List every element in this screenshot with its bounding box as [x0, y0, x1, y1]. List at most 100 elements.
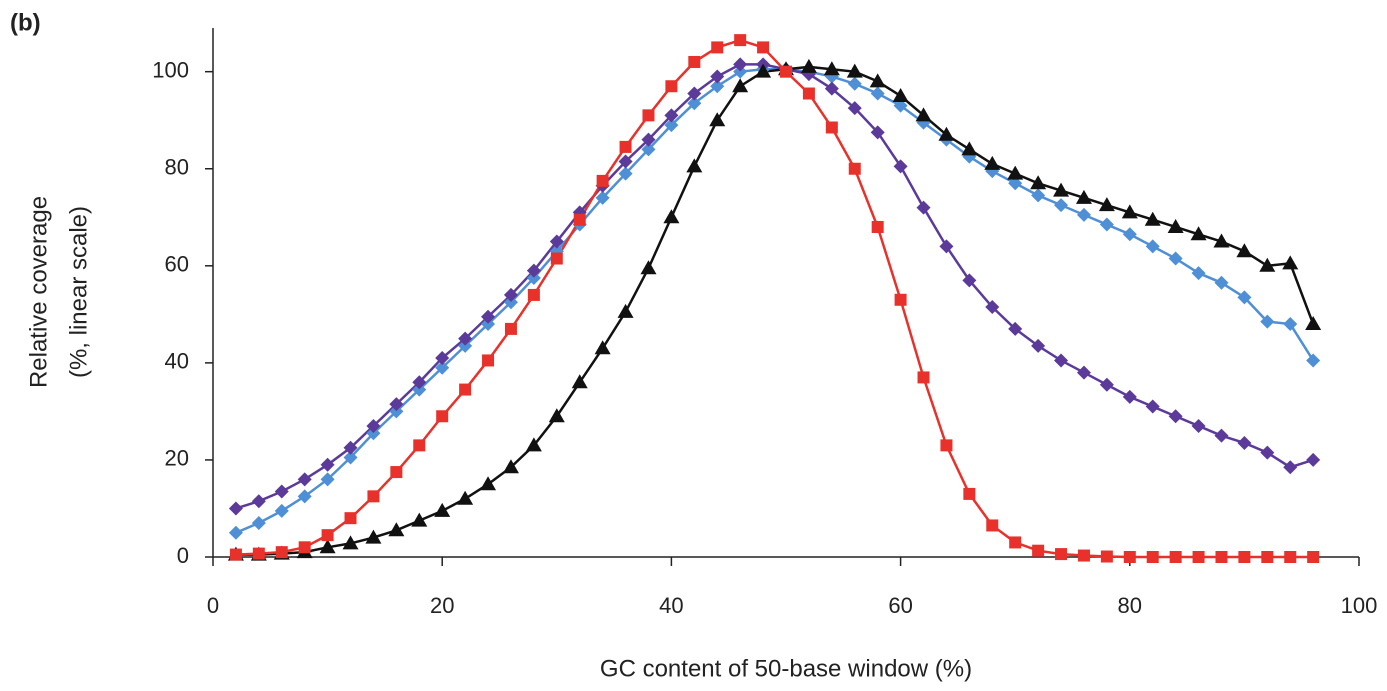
point: [871, 220, 884, 233]
point: [436, 410, 449, 423]
point: [640, 260, 657, 275]
series-line: [235, 65, 1315, 556]
point: [1145, 399, 1160, 414]
point: [1030, 175, 1047, 190]
series-line: [235, 38, 1314, 559]
point: [870, 86, 885, 101]
point: [1076, 207, 1091, 222]
point: [342, 535, 359, 550]
y-tick-label: 0: [177, 543, 189, 568]
point: [297, 472, 312, 487]
point: [984, 155, 1001, 170]
point: [571, 374, 588, 389]
x-tick-label: 20: [430, 593, 454, 618]
point: [1054, 353, 1069, 368]
point: [710, 79, 725, 94]
point: [503, 295, 518, 310]
point: [687, 86, 702, 101]
y-axis-label: (%, linear scale): [65, 206, 92, 378]
point: [1237, 435, 1252, 450]
point: [664, 108, 679, 123]
point: [710, 69, 725, 84]
point: [1168, 251, 1183, 266]
y-tick-label: 40: [165, 349, 189, 374]
point: [321, 529, 334, 542]
y-tick-label: 60: [165, 252, 189, 277]
point: [365, 529, 382, 544]
point: [1169, 551, 1182, 563]
point: [1009, 536, 1022, 549]
series-line: [235, 63, 1314, 510]
x-tick-label: 60: [888, 593, 912, 618]
point: [1100, 550, 1113, 563]
point: [320, 472, 335, 487]
point: [1191, 266, 1206, 281]
point: [1283, 460, 1298, 475]
point: [434, 502, 451, 517]
point: [893, 98, 908, 113]
point: [1306, 452, 1321, 467]
point: [642, 109, 655, 122]
point: [869, 73, 886, 88]
point: [1008, 176, 1023, 191]
point: [344, 512, 357, 525]
point: [274, 503, 289, 518]
point: [595, 190, 610, 205]
point: [711, 41, 724, 54]
point: [480, 476, 497, 491]
point: [732, 78, 749, 93]
point: [1121, 204, 1138, 219]
point: [1237, 290, 1252, 305]
point: [1007, 165, 1024, 180]
point: [847, 76, 862, 91]
point: [1307, 551, 1320, 563]
point: [1214, 275, 1229, 290]
point: [1190, 226, 1207, 241]
point: [1238, 551, 1251, 563]
point: [1236, 243, 1253, 258]
point: [663, 209, 680, 224]
point: [641, 142, 656, 157]
point: [961, 141, 978, 156]
point: [688, 55, 701, 68]
point: [390, 466, 403, 479]
point: [1305, 316, 1322, 331]
point: [482, 354, 495, 367]
point: [894, 293, 907, 306]
point: [1214, 428, 1229, 443]
point: [1122, 227, 1137, 242]
point: [1167, 218, 1184, 233]
point: [502, 459, 519, 474]
point: [892, 87, 909, 102]
point: [526, 263, 541, 278]
point: [389, 397, 404, 412]
point: [617, 303, 634, 318]
point: [1168, 409, 1183, 424]
point: [366, 418, 381, 433]
point: [1123, 551, 1136, 563]
x-tick-label: 40: [659, 593, 683, 618]
point: [1031, 338, 1046, 353]
point: [618, 166, 633, 181]
point: [596, 174, 609, 187]
point: [1284, 551, 1297, 563]
point: [458, 338, 473, 353]
point: [228, 501, 243, 516]
point: [1099, 377, 1114, 392]
point: [893, 159, 908, 174]
point: [962, 273, 977, 288]
point: [641, 132, 656, 147]
point: [413, 439, 426, 452]
point: [618, 154, 633, 169]
point: [915, 107, 932, 122]
point: [275, 546, 288, 559]
point: [388, 522, 405, 537]
point: [846, 63, 863, 78]
point: [824, 81, 839, 96]
point: [1054, 198, 1069, 213]
y-axis-label: Relative coverage: [25, 196, 52, 388]
point: [525, 437, 542, 452]
point: [1306, 353, 1321, 368]
point: [823, 61, 840, 76]
point: [985, 300, 1000, 315]
